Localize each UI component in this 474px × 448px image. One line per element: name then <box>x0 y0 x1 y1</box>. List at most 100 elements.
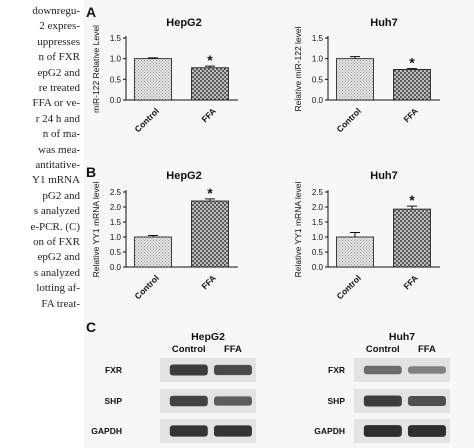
bar-chart: Huh7 Relative YY1 mRNA level 0.0 0.5 1.0 1.5 2… <box>293 170 440 301</box>
y-tick-label: 0.0 <box>312 96 324 105</box>
blot-column-label: Control <box>172 344 206 355</box>
side-text-line: epG2 and <box>37 251 80 264</box>
bar-control <box>134 236 172 268</box>
x-category-label: FFA <box>402 106 420 124</box>
x-category-label: FFA <box>200 106 218 124</box>
x-category-label: Control <box>133 106 161 134</box>
y-axis-label: Relative YY1 mRNA level <box>293 182 303 278</box>
blot-row-label: FXR <box>328 365 345 375</box>
side-text-line: e-PCR. (C) <box>30 220 81 233</box>
chart-title: Huh7 <box>370 170 398 182</box>
x-category-label: Control <box>133 273 161 301</box>
blot-title: Huh7 <box>389 331 415 343</box>
side-text-line: antitative- <box>35 159 80 171</box>
blot-band <box>213 364 252 376</box>
bar-chart: HepG2 Relative YY1 mRNA level 0.0 0.5 1.0 1.5… <box>91 170 238 301</box>
y-axis-label: Relative miR-122 level <box>293 26 303 111</box>
bar-chart: Huh7 Relative miR-122 level 0.0 0.5 1.0 1.5 Co… <box>293 17 440 134</box>
blot-column-label: Control <box>366 344 400 355</box>
article-text-column: downregu- 2 expres-uppresses n of FXR epG2 … <box>0 0 84 448</box>
y-tick-label: 1.5 <box>110 218 122 227</box>
x-category-label: Control <box>335 273 363 301</box>
significance-star: * <box>409 55 415 71</box>
x-category-label: FFA <box>200 273 218 291</box>
blot-row-label: SHP <box>105 396 123 406</box>
blot-band <box>169 364 208 376</box>
y-tick-label: 1.5 <box>312 34 324 43</box>
x-category-label: FFA <box>402 273 420 291</box>
blot-band <box>407 425 446 437</box>
bar-ffa <box>393 208 431 268</box>
blot-band <box>407 396 446 406</box>
y-tick-label: 0.0 <box>110 263 122 272</box>
y-tick-label: 0.5 <box>312 75 324 84</box>
y-tick-label: 2.0 <box>110 203 122 212</box>
blot-column-label: FFA <box>418 344 436 355</box>
blot-band <box>363 395 402 407</box>
y-tick-label: 0.0 <box>110 96 122 105</box>
blot-band <box>213 396 252 406</box>
side-text-line: was mea- <box>38 143 80 156</box>
blot-row-label: SHP <box>328 396 346 406</box>
side-text-line: on of FXR <box>32 236 80 248</box>
blot-row-label: FXR <box>105 365 122 375</box>
bar-control <box>134 58 172 101</box>
side-text-line: r 24 h and <box>35 112 80 125</box>
blot-band <box>407 366 446 374</box>
y-tick-label: 0.5 <box>110 248 122 257</box>
chart-title: Huh7 <box>370 17 398 29</box>
x-category-label: Control <box>335 106 363 134</box>
blot-column-label: FFA <box>224 344 242 355</box>
figure-svg: A B C HepG2 miR-122 Relative Level 0.0 0.5 1… <box>86 4 450 443</box>
side-text-line: FA treat- <box>41 297 80 310</box>
bar-control <box>336 58 374 101</box>
y-tick-label: 1.0 <box>312 233 324 242</box>
chart-title: HepG2 <box>166 17 201 29</box>
blot-title: HepG2 <box>191 331 225 343</box>
y-tick-label: 1.0 <box>312 55 324 64</box>
blot-band <box>363 425 402 437</box>
side-text-line: epG2 and <box>37 66 80 79</box>
significance-star: * <box>207 52 213 68</box>
bar-ffa <box>191 67 229 101</box>
y-tick-label: 0.5 <box>312 248 324 257</box>
figure: A B C HepG2 miR-122 Relative Level 0.0 0.5 1… <box>84 0 474 448</box>
blot-row-label: GAPDH <box>314 426 345 436</box>
side-text-line: lotting af- <box>36 282 80 295</box>
side-text-line: 2 expres- <box>39 20 80 33</box>
blot-band <box>169 425 208 437</box>
panel-a-label: A <box>86 4 96 20</box>
side-text-line: n of ma- <box>42 128 80 141</box>
bar-ffa <box>393 69 431 101</box>
significance-star: * <box>409 192 415 208</box>
bar-ffa <box>191 200 229 268</box>
charts: HepG2 miR-122 Relative Level 0.0 0.5 1.0 1.5 C… <box>91 17 440 301</box>
blot-row-label: GAPDH <box>91 426 122 436</box>
bar-chart: HepG2 miR-122 Relative Level 0.0 0.5 1.0 1.5 C… <box>91 17 238 134</box>
side-text-line: re treated <box>38 82 80 94</box>
side-text-line: s analyzed <box>33 266 80 279</box>
side-text-line: Y1 mRNA <box>32 174 80 187</box>
blot-band <box>169 395 208 407</box>
y-tick-label: 1.0 <box>110 233 122 242</box>
blot-band <box>363 365 402 375</box>
chart-title: HepG2 <box>166 170 201 182</box>
y-axis-label: miR-122 Relative Level <box>91 25 101 113</box>
y-tick-label: 2.5 <box>312 188 324 197</box>
panel-c-label: C <box>86 319 96 335</box>
side-text-line: n of FXR <box>38 51 80 64</box>
side-text-line: uppresses <box>37 35 80 48</box>
side-text-line: FFA or ve- <box>32 97 80 110</box>
side-text-line: pG2 and <box>42 189 80 202</box>
y-tick-label: 1.5 <box>110 34 122 43</box>
y-tick-label: 0.0 <box>312 263 324 272</box>
bar-control <box>336 236 374 268</box>
blot-band <box>213 425 252 437</box>
panel-b-label: B <box>86 164 96 180</box>
y-tick-label: 2.5 <box>110 188 122 197</box>
y-tick-label: 1.5 <box>312 218 324 227</box>
y-axis-label: Relative YY1 mRNA level <box>91 182 101 278</box>
